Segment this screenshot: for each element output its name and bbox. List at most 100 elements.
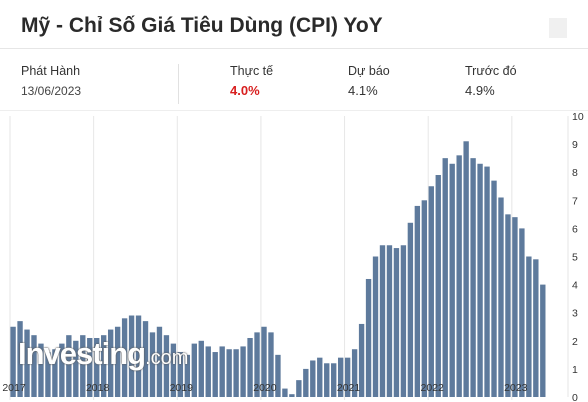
cpi-bar (191, 343, 197, 397)
cpi-bar (219, 346, 225, 397)
cpi-bar (505, 214, 511, 397)
x-tick-label: 2017 (2, 382, 26, 394)
actual-stat: Thực tế 4.0% (230, 64, 273, 98)
cpi-bar (324, 363, 330, 397)
cpi-bar (101, 335, 107, 397)
previous-label: Trước đó (465, 64, 517, 78)
cpi-bar (540, 284, 546, 397)
x-tick-label: 2019 (170, 382, 194, 394)
cpi-bar (38, 343, 44, 397)
y-tick-label: 6 (572, 223, 578, 235)
cpi-bar (386, 245, 393, 397)
x-tick-label: 2021 (337, 382, 361, 394)
cpi-bar (296, 380, 302, 397)
watermark-suffix: .com (145, 347, 189, 369)
y-tick-label: 10 (572, 111, 584, 123)
cpi-bar (351, 349, 358, 397)
cpi-bar (261, 326, 267, 397)
cpi-bar (442, 158, 448, 397)
cpi-bar (512, 217, 518, 397)
cpi-bar (337, 357, 344, 397)
y-tick-label: 3 (572, 308, 578, 320)
y-tick-label: 9 (572, 139, 578, 151)
stats-divider (178, 64, 179, 104)
cpi-bar (275, 354, 281, 397)
y-tick-label: 7 (572, 195, 578, 207)
cpi-bar (428, 186, 434, 397)
previous-stat: Trước đó 4.9% (465, 64, 517, 98)
cpi-bar (31, 335, 37, 397)
y-tick-label: 2 (572, 336, 578, 348)
x-axis: 2017 2018 2019 2020 2021 2022 2023 (2, 382, 527, 394)
cpi-bar (149, 332, 156, 397)
cpi-bar (310, 360, 316, 397)
cpi-bar (114, 326, 121, 397)
cpi-bar (73, 340, 79, 397)
forecast-label: Dự báo (348, 64, 390, 78)
investing-watermark: Investing.com (18, 336, 188, 372)
y-tick-label: 0 (572, 392, 578, 402)
cpi-bar (254, 332, 260, 397)
actual-label: Thực tế (230, 64, 274, 78)
chart-bars (10, 141, 546, 397)
cpi-bar (282, 388, 288, 397)
cpi-bar (498, 197, 504, 397)
x-tick-label: 2022 (421, 382, 445, 394)
cpi-bar (268, 332, 274, 397)
cpi-bar (317, 357, 323, 397)
cpi-bar (142, 321, 149, 397)
cpi-bar (449, 163, 455, 397)
cpi-bar (52, 349, 58, 397)
cpi-bar (379, 245, 386, 397)
header-divider (0, 48, 588, 49)
forecast-stat: Dự báo 4.1% (348, 64, 390, 98)
cpi-bar (233, 349, 239, 397)
cpi-bar (59, 343, 65, 397)
cpi-bar (17, 321, 23, 397)
cpi-bar (87, 337, 93, 397)
cpi-bar (205, 346, 211, 397)
cpi-bar (463, 141, 469, 397)
y-axis: 0 1 2 3 4 5 6 7 8 9 10 (572, 111, 584, 402)
previous-value: 4.9% (465, 83, 495, 98)
cpi-bar (107, 329, 114, 397)
chart-divider (0, 110, 588, 111)
cpi-bar (66, 335, 72, 397)
actual-value: 4.0% (230, 83, 260, 98)
page-title: Mỹ - Chỉ Số Giá Tiêu Dùng (CPI) YoY (21, 14, 383, 37)
cpi-bar (10, 326, 16, 397)
forecast-value: 4.1% (348, 83, 378, 98)
cpi-bar (484, 166, 490, 397)
y-tick-label: 1 (572, 364, 578, 376)
cpi-bar (526, 256, 532, 397)
cpi-bar (135, 315, 142, 397)
cpi-bar (407, 222, 414, 397)
cpi-bar (226, 349, 232, 397)
x-tick-label: 2023 (504, 382, 528, 394)
cpi-bar (156, 326, 163, 397)
top-right-bar (549, 18, 567, 38)
cpi-bar (393, 248, 400, 397)
cpi-bar (470, 158, 476, 397)
cpi-bar (212, 352, 218, 397)
watermark-brand: Investing (18, 336, 146, 371)
cpi-bar (80, 335, 86, 397)
cpi-bar (247, 337, 253, 397)
cpi-bar (491, 180, 497, 397)
cpi-bar (184, 354, 191, 397)
release-date: 13/06/2023 (21, 84, 82, 98)
cpi-bar (24, 329, 30, 397)
cpi-bar (331, 363, 337, 397)
cpi-bar (177, 352, 184, 397)
x-tick-label: 2020 (253, 382, 277, 394)
cpi-bar (121, 318, 128, 397)
cpi-bar (400, 245, 407, 397)
cpi-bar (365, 278, 372, 397)
cpi-bar (344, 357, 351, 397)
cpi-bar (163, 335, 170, 397)
release-stat: Phát Hành 13/06/2023 (21, 64, 81, 98)
chart-grid (9, 116, 569, 400)
cpi-bar (45, 352, 51, 397)
cpi-bar (533, 259, 539, 397)
